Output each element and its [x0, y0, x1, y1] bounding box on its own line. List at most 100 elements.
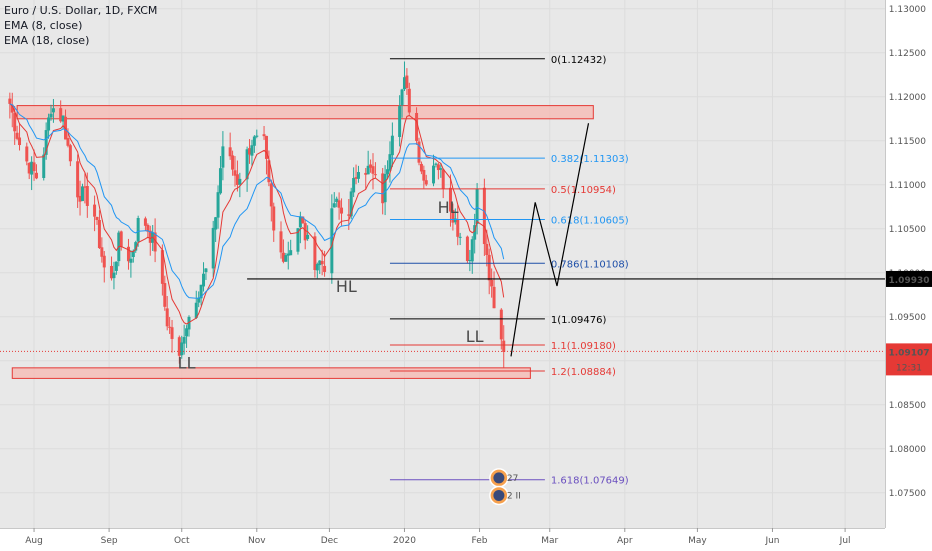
- candle-body: [49, 113, 53, 118]
- candle-body: [44, 130, 48, 155]
- chart-plot-area[interactable]: [0, 0, 885, 528]
- candle-body: [248, 148, 252, 155]
- candle-body: [415, 112, 419, 141]
- price-tick-label: 1.13000: [889, 5, 926, 15]
- candle-body: [313, 236, 317, 271]
- candle-body: [153, 232, 157, 252]
- candle-body: [245, 149, 249, 180]
- swing-annotation: LL: [178, 354, 196, 373]
- fib-level-label: 1(1.09476): [551, 315, 607, 326]
- candle-body: [202, 273, 206, 287]
- candle-body: [441, 169, 445, 189]
- price-tick-label: 1.11000: [889, 181, 926, 191]
- fib-level-label: 0.786(1.10108): [551, 259, 629, 270]
- current-price-label: 1.09107: [889, 348, 930, 358]
- candle-body: [381, 173, 385, 204]
- current-price-badge: [886, 343, 932, 376]
- projection-path: [510, 123, 590, 357]
- candles: [8, 61, 506, 368]
- candle-body: [100, 247, 104, 257]
- price-tick-label: 1.11500: [889, 137, 926, 147]
- candle-body: [330, 208, 334, 274]
- candle-body: [301, 216, 305, 224]
- price-tick-label: 1.08000: [889, 445, 926, 455]
- candle-body: [340, 207, 344, 214]
- candle-body: [458, 236, 462, 238]
- event-count-label: 2 II: [507, 491, 521, 501]
- candle-body: [126, 246, 130, 262]
- fib-level-label: 1.1(1.09180): [551, 341, 616, 352]
- candle-body: [315, 264, 319, 271]
- price-tick-label: 1.08500: [889, 401, 926, 411]
- ema-lines: [9, 103, 505, 325]
- candle-body: [417, 141, 421, 163]
- candle-body: [238, 178, 242, 185]
- candle-body: [112, 272, 116, 279]
- candle-body: [30, 161, 34, 175]
- candle-body: [400, 89, 404, 106]
- candle-body: [95, 216, 99, 220]
- support-price-badge: [886, 270, 932, 287]
- candle-body: [255, 135, 259, 137]
- candle-body: [8, 98, 12, 104]
- candle-body: [424, 180, 428, 185]
- fib-level-label: 1.618(1.07649): [551, 476, 629, 487]
- candle-body: [165, 308, 169, 327]
- candle-body: [303, 223, 307, 241]
- candle-body: [80, 186, 84, 202]
- candle-body: [204, 268, 208, 273]
- time-axis[interactable]: [0, 528, 885, 551]
- candle-body: [180, 342, 184, 356]
- candle-body: [168, 326, 172, 328]
- candle-body: [352, 178, 356, 193]
- candle-body: [32, 162, 36, 172]
- candle-body: [129, 258, 133, 263]
- candle-body: [136, 218, 140, 242]
- price-axis[interactable]: [885, 0, 932, 528]
- candle-body: [451, 209, 455, 223]
- candle-body: [160, 250, 164, 284]
- candle-body: [182, 337, 186, 344]
- candle-body: [134, 242, 138, 251]
- price-tick-label: 1.10500: [889, 225, 926, 235]
- candle-body: [422, 169, 426, 181]
- candle-body: [349, 191, 353, 217]
- candle-body: [114, 261, 118, 271]
- swing-annotation: LL: [466, 327, 484, 346]
- candle-body: [68, 145, 72, 162]
- candle-body: [296, 228, 300, 252]
- candle-body: [197, 297, 201, 303]
- candle-body: [337, 200, 341, 208]
- candle-body: [473, 225, 477, 240]
- time-tick-label: Nov: [248, 536, 266, 546]
- candle-body: [356, 172, 360, 179]
- candle-body: [487, 254, 491, 281]
- candle-body: [10, 104, 14, 113]
- candle-body: [402, 77, 406, 90]
- candle-body: [27, 162, 31, 174]
- candle-body: [306, 234, 310, 239]
- candle-body: [97, 219, 101, 249]
- drawings: HL HL LL LL 27 2 II: [0, 123, 885, 506]
- candle-body: [490, 279, 494, 287]
- candle-body: [93, 204, 97, 217]
- time-tick-label: Feb: [472, 536, 488, 546]
- swing-annotation: HL: [336, 277, 357, 296]
- ema-slow-line: [9, 103, 505, 299]
- candle-body: [221, 146, 225, 168]
- swing-annotation: HL: [438, 198, 459, 217]
- candle-body: [18, 137, 22, 146]
- flag-icon: [493, 472, 505, 484]
- candle-body: [34, 172, 38, 179]
- candle-body: [47, 117, 51, 131]
- candle-body: [252, 136, 256, 146]
- candle-body: [146, 224, 150, 232]
- zones: [11, 105, 594, 379]
- candle-body: [492, 286, 496, 309]
- candle-body: [366, 165, 370, 175]
- fib-levels: 0(1.12432) 0.382(1.11303) 0.5(1.10954) 0.61…: [389, 55, 629, 487]
- supply-demand-zone: [16, 105, 594, 120]
- candle-body: [187, 316, 191, 330]
- grid: [0, 0, 885, 528]
- candle-body: [269, 183, 273, 207]
